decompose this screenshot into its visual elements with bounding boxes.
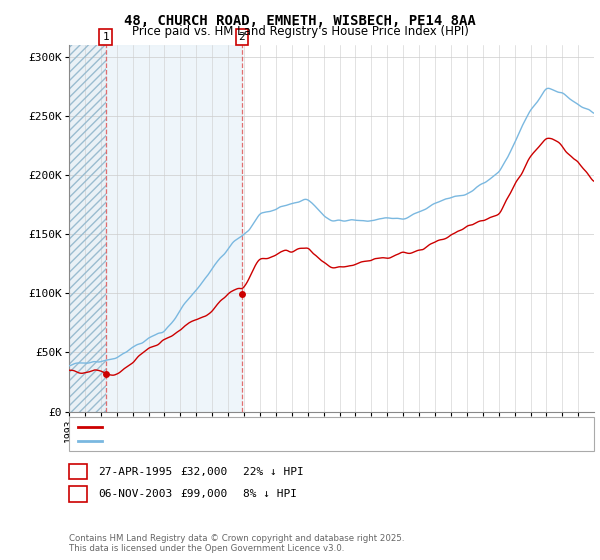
Text: 8% ↓ HPI: 8% ↓ HPI xyxy=(243,489,297,499)
Text: 48, CHURCH ROAD, EMNETH, WISBECH, PE14 8AA (semi-detached house): 48, CHURCH ROAD, EMNETH, WISBECH, PE14 8… xyxy=(106,422,490,432)
Bar xyxy=(106,45,242,412)
Text: 1: 1 xyxy=(102,32,109,42)
Bar xyxy=(69,45,106,412)
Text: 22% ↓ HPI: 22% ↓ HPI xyxy=(243,466,304,477)
Text: £99,000: £99,000 xyxy=(180,489,227,499)
Text: HPI: Average price, semi-detached house, King's Lynn and West Norfolk: HPI: Average price, semi-detached house,… xyxy=(106,436,520,446)
Text: Contains HM Land Registry data © Crown copyright and database right 2025.
This d: Contains HM Land Registry data © Crown c… xyxy=(69,534,404,553)
Bar xyxy=(69,45,106,412)
Text: 1: 1 xyxy=(74,465,82,478)
Text: 48, CHURCH ROAD, EMNETH, WISBECH, PE14 8AA: 48, CHURCH ROAD, EMNETH, WISBECH, PE14 8… xyxy=(124,14,476,28)
Text: 2: 2 xyxy=(238,32,245,42)
Text: 06-NOV-2003: 06-NOV-2003 xyxy=(98,489,172,499)
Text: £32,000: £32,000 xyxy=(180,466,227,477)
Text: 27-APR-1995: 27-APR-1995 xyxy=(98,466,172,477)
Text: 2: 2 xyxy=(74,487,82,501)
Text: Price paid vs. HM Land Registry's House Price Index (HPI): Price paid vs. HM Land Registry's House … xyxy=(131,25,469,38)
